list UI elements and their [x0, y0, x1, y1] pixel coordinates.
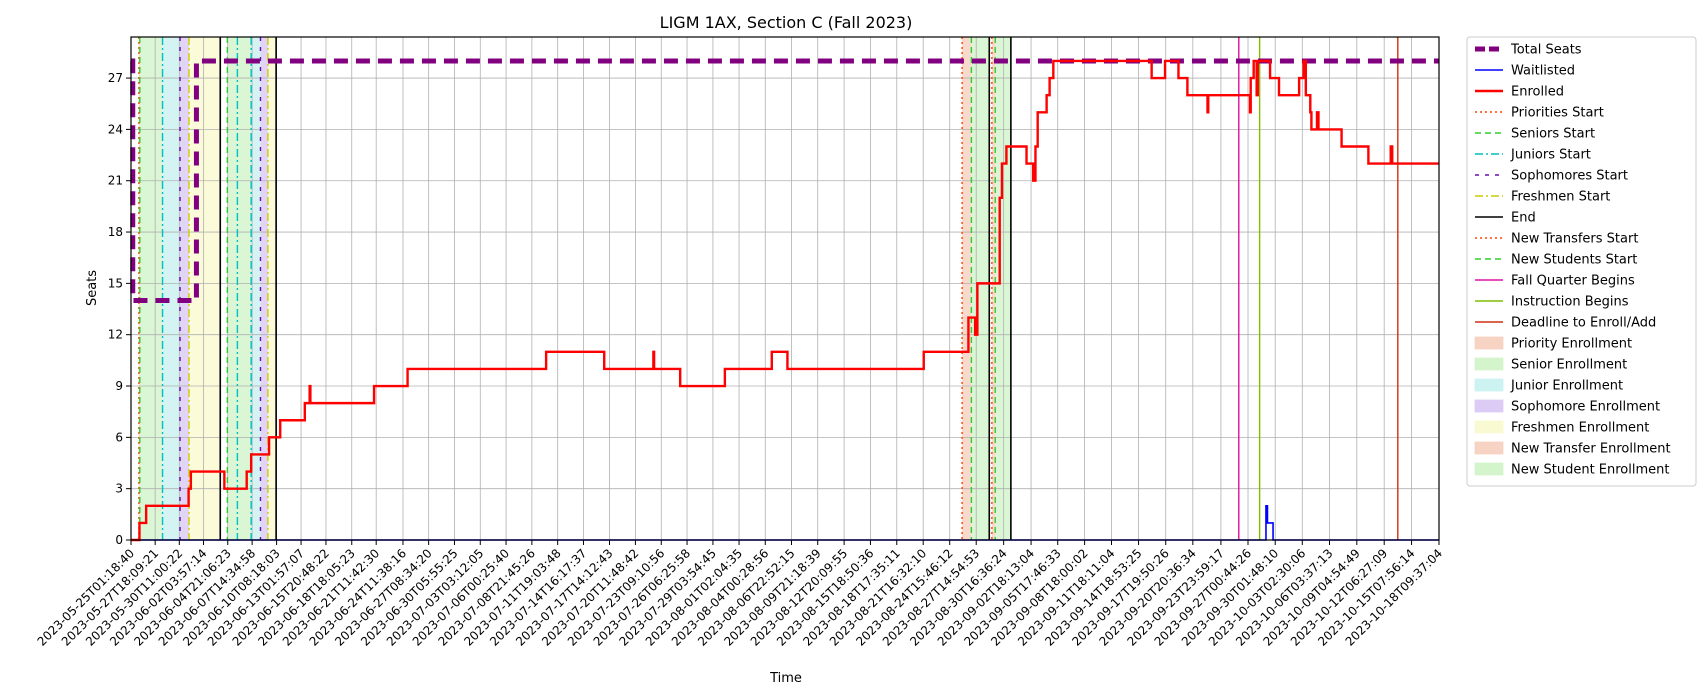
- chart-title: LIGM 1AX, Section C (Fall 2023): [660, 13, 913, 32]
- span-sophomore_fill-1: [260, 37, 268, 540]
- data-series: [130, 58, 1439, 542]
- legend-box: [1466, 36, 1697, 487]
- legend-swatch-17: [1474, 399, 1504, 413]
- legend-swatch-15: [1474, 357, 1504, 371]
- y-tick-label-3: 9: [115, 379, 123, 393]
- span-newstudent_fill-0: [971, 37, 990, 540]
- legend-label-14: Priority Enrollment: [1511, 337, 1632, 352]
- legend-label-18: Freshmen Enrollment: [1511, 421, 1649, 436]
- span-freshmen_fill-0: [188, 37, 221, 540]
- series-enrolled: [131, 59, 1439, 542]
- legend-label-17: Sophomore Enrollment: [1511, 400, 1660, 415]
- legend-label-15: Senior Enrollment: [1511, 358, 1627, 373]
- legend-swatch-14: [1474, 336, 1504, 350]
- legend-label-2: Enrolled: [1511, 85, 1564, 100]
- span-transfer_fill-0: [991, 37, 996, 540]
- legend-swatch-19: [1474, 441, 1504, 455]
- legend-swatch-18: [1474, 420, 1504, 434]
- series-total: [130, 58, 1439, 303]
- legend-label-4: Seniors Start: [1511, 127, 1595, 142]
- legend-label-19: New Transfer Enrollment: [1511, 442, 1671, 457]
- legend-label-10: New Students Start: [1511, 253, 1637, 268]
- series-waitlisted: [131, 504, 1439, 541]
- y-axis-ticks: 0 3 6 9 12 15 18 21 24 27: [108, 71, 131, 547]
- span-junior_fill-0: [162, 37, 181, 540]
- span-sophomore_fill-0: [180, 37, 189, 540]
- legend-label-20: New Student Enrollment: [1511, 463, 1669, 478]
- legend-label-13: Deadline to Enroll/Add: [1511, 316, 1656, 331]
- y-axis-label: Seats: [85, 270, 100, 306]
- y-tick-label-9: 27: [108, 71, 123, 85]
- y-tick-label-1: 3: [115, 482, 123, 496]
- y-tick-label-4: 12: [108, 328, 123, 342]
- legend-label-3: Priorities Start: [1511, 106, 1604, 121]
- y-tick-label-0: 0: [115, 533, 123, 547]
- span-junior_fill-1: [251, 37, 261, 540]
- legend-label-6: Sophomores Start: [1511, 169, 1628, 184]
- y-tick-label-2: 6: [115, 430, 123, 444]
- axes: [130, 36, 1440, 541]
- y-tick-label-7: 21: [108, 174, 123, 188]
- span-senior_fill-1: [227, 37, 252, 540]
- x-axis-label: Time: [769, 671, 802, 686]
- span-freshmen_fill-1: [267, 37, 277, 540]
- legend-label-16: Junior Enrollment: [1510, 379, 1623, 394]
- legend-label-1: Waitlisted: [1511, 64, 1575, 79]
- plot-background: [131, 37, 1439, 540]
- legend-label-8: End: [1511, 211, 1536, 226]
- y-tick-label-6: 18: [108, 225, 123, 239]
- event-lines: [138, 37, 1399, 540]
- span-priority_fill-1: [962, 37, 972, 540]
- y-tick-label-5: 15: [108, 276, 123, 290]
- legend-label-9: New Transfers Start: [1511, 232, 1638, 247]
- legend: Total Seats Waitlisted Enrolled Priorities …: [1466, 36, 1697, 487]
- legend-swatch-20: [1474, 462, 1504, 476]
- legend-label-5: Juniors Start: [1510, 148, 1591, 163]
- span-newstudent_fill-1: [995, 37, 1011, 540]
- legend-label-12: Instruction Begins: [1511, 295, 1629, 310]
- plot-frame: [130, 36, 1440, 541]
- legend-label-7: Freshmen Start: [1511, 190, 1610, 205]
- plot-area: [131, 37, 1439, 540]
- legend-label-11: Fall Quarter Begins: [1511, 274, 1635, 289]
- legend-swatch-16: [1474, 378, 1504, 392]
- x-axis-ticks: 2023-05-25T01:18:402023-05-27T18:09:2120…: [35, 540, 1445, 649]
- legend-label-0: Total Seats: [1510, 43, 1582, 58]
- span-senior_fill-0: [139, 37, 163, 540]
- y-tick-label-8: 24: [108, 122, 123, 136]
